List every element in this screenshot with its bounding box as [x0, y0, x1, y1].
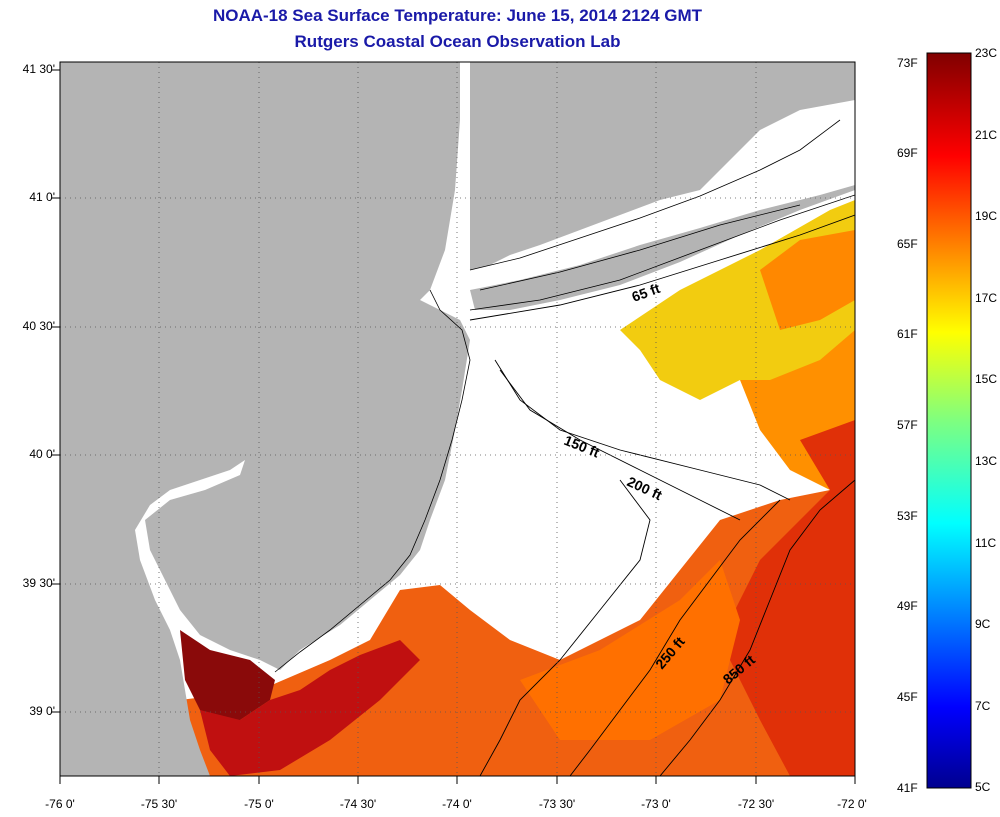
- lon-tick-label: -75 30': [140, 797, 178, 811]
- land-long-island: [470, 185, 855, 310]
- contour-65ft: [469, 214, 855, 321]
- colorbar-c-label: 17C: [975, 291, 998, 305]
- lat-tick-label: 40 30': [22, 319, 55, 333]
- colorbar-f-label: 45F: [897, 690, 918, 704]
- colorbar-f-label: 61F: [897, 327, 918, 341]
- sst-orange-mid: [520, 560, 740, 740]
- colorbar-c-label: 11C: [975, 536, 997, 550]
- lat-tick-label: 41 0': [29, 190, 55, 204]
- colorbar-f-label: 53F: [897, 509, 918, 523]
- colorbar-f-label: 73F: [897, 56, 918, 70]
- chart-title: NOAA-18 Sea Surface Temperature: June 15…: [212, 6, 703, 25]
- lon-tick-label: -73 30': [538, 797, 576, 811]
- lon-tick-label: -73 0': [641, 797, 671, 811]
- colorbar-c-label: 15C: [975, 372, 998, 386]
- lon-tick-label: -76 0': [45, 797, 75, 811]
- colorbar-c-label: 23C: [975, 46, 998, 60]
- colorbar-c-label: 13C: [975, 454, 998, 468]
- colorbar-c-label: 7C: [975, 699, 991, 713]
- lon-tick-label: -74 0': [442, 797, 472, 811]
- colorbar-f-label: 49F: [897, 599, 918, 613]
- land-delmarva: [60, 560, 200, 776]
- chart-subtitle: Rutgers Coastal Ocean Observation Lab: [294, 32, 621, 51]
- lat-tick-label: 39 0': [29, 704, 55, 718]
- graticule: [60, 62, 855, 776]
- lat-tick-label: 40 0': [29, 447, 55, 461]
- lon-tick-label: -72 30': [737, 797, 775, 811]
- long-island-outline: [469, 194, 855, 311]
- colorbar-f-label: 41F: [897, 781, 918, 795]
- sst-orange-patch: [760, 230, 855, 330]
- sst-red-bay-mouth: [200, 640, 420, 776]
- lon-tick-label: -75 0': [244, 797, 274, 811]
- lat-tick-label: 41 30': [22, 62, 55, 76]
- lat-tick-label: 39 30': [22, 576, 55, 590]
- colorbar-f-label: 57F: [897, 418, 918, 432]
- land-nj-pa: [60, 62, 470, 776]
- colorbar-f-label: 69F: [897, 146, 918, 160]
- land-ny-ct: [470, 62, 855, 270]
- contour-850ft: [659, 479, 855, 776]
- axis-ticks: [52, 69, 856, 784]
- contour-250ft: [569, 499, 781, 776]
- colorbar-c-label: 19C: [975, 209, 998, 223]
- sst-hot-bay: [180, 630, 275, 730]
- colorbar-c-label: 5C: [975, 780, 991, 794]
- colorbar: [926, 52, 972, 789]
- coastline: [274, 119, 841, 673]
- colorbar-c-label: 21C: [975, 128, 998, 142]
- colorbar-c-label: 9C: [975, 617, 991, 631]
- lon-tick-label: -72 0': [837, 797, 867, 811]
- lon-tick-label: -74 30': [339, 797, 377, 811]
- contour-150ft: [494, 359, 791, 501]
- colorbar-f-label: 65F: [897, 237, 918, 251]
